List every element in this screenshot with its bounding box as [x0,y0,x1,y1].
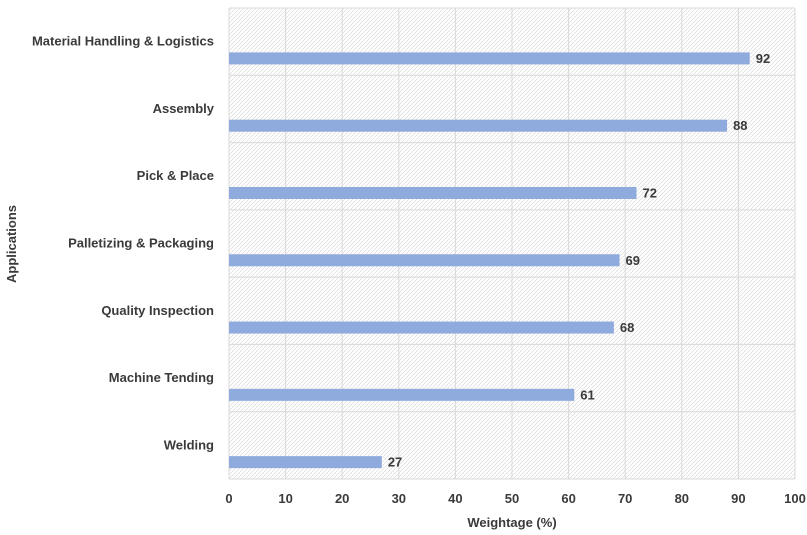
x-tick-label: 90 [731,491,745,506]
data-label: 72 [643,185,657,200]
category-label: Palletizing & Packaging [68,236,214,251]
data-label: 68 [620,320,634,335]
bar [229,119,728,132]
x-tick-label: 100 [784,491,806,506]
category-label: Welding [164,437,214,452]
category-label: Assembly [153,101,215,116]
x-tick-label: 10 [278,491,292,506]
bar [229,186,637,199]
bar [229,388,575,401]
x-tick-label: 70 [618,491,632,506]
data-label: 88 [733,118,747,133]
category-labels: Material Handling & Logistics Assembly Pic… [32,34,215,453]
data-label: 61 [580,387,594,402]
bar [229,52,750,65]
grid-lines [228,7,796,480]
x-tick-label: 80 [675,491,689,506]
x-tick-labels: 0 10 20 30 40 50 60 70 80 90 100 [225,491,805,506]
x-tick-label: 60 [561,491,575,506]
x-tick-label: 40 [448,491,462,506]
bar [229,321,614,334]
data-label: 27 [388,455,402,470]
y-axis-title: Applications [4,205,19,283]
bar [229,456,382,469]
x-axis-title: Weightage (%) [467,515,556,530]
x-tick-label: 0 [225,491,232,506]
data-label: 69 [626,253,640,268]
data-label: 92 [756,51,770,66]
bar [229,254,620,267]
x-tick-label: 30 [392,491,406,506]
data-labels: 92 88 72 69 68 61 27 [388,51,770,470]
bars [229,52,750,469]
category-label: Quality Inspection [101,303,214,318]
category-label: Machine Tending [109,370,214,385]
x-tick-label: 20 [335,491,349,506]
x-tick-label: 50 [505,491,519,506]
category-label: Material Handling & Logistics [32,34,214,49]
category-label: Pick & Place [137,168,214,183]
